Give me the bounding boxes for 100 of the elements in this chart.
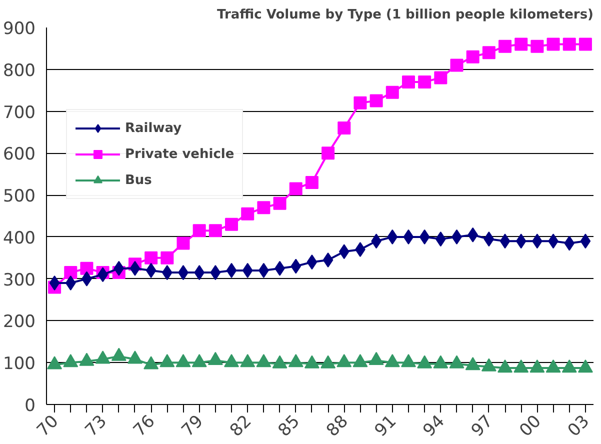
y-tick-label: 900 bbox=[3, 19, 36, 39]
point bbox=[144, 356, 159, 370]
point bbox=[336, 354, 352, 368]
y-tick-label: 800 bbox=[3, 60, 36, 81]
point bbox=[530, 40, 544, 53]
point bbox=[403, 229, 414, 244]
point bbox=[208, 224, 222, 238]
point bbox=[192, 354, 207, 368]
point bbox=[111, 348, 126, 361]
point bbox=[63, 354, 78, 368]
x-tick-label: 76 bbox=[130, 411, 160, 441]
point bbox=[130, 260, 140, 276]
point bbox=[257, 201, 270, 214]
point bbox=[435, 232, 446, 247]
point bbox=[417, 355, 432, 368]
point bbox=[210, 265, 221, 280]
point bbox=[320, 355, 336, 368]
point bbox=[256, 354, 272, 368]
point bbox=[322, 252, 334, 268]
point bbox=[564, 236, 575, 251]
point bbox=[127, 350, 142, 364]
legend-label: Private vehicle bbox=[125, 146, 234, 162]
x-tick-label: 79 bbox=[178, 411, 208, 441]
point bbox=[482, 46, 496, 60]
y-tick-label: 600 bbox=[3, 144, 36, 165]
point bbox=[465, 356, 480, 370]
point bbox=[578, 359, 593, 373]
point bbox=[162, 265, 172, 280]
point bbox=[418, 75, 432, 88]
point bbox=[386, 86, 399, 99]
x-tick-label: 82 bbox=[226, 411, 256, 441]
point bbox=[288, 354, 304, 368]
chart-title: Traffic Volume by Type (1 billion people kilometers) bbox=[217, 8, 594, 22]
point bbox=[160, 251, 174, 264]
y-tick-label: 400 bbox=[3, 228, 36, 248]
point bbox=[242, 262, 253, 278]
legend-label: Railway bbox=[125, 120, 182, 136]
point bbox=[176, 236, 190, 250]
point bbox=[241, 207, 254, 220]
point bbox=[225, 218, 238, 231]
point bbox=[466, 50, 480, 64]
x-tick-label: 97 bbox=[468, 411, 498, 441]
point bbox=[434, 71, 448, 84]
y-tick-label: 100 bbox=[3, 354, 36, 374]
point bbox=[450, 58, 464, 72]
x-tick-label: 00 bbox=[516, 411, 546, 441]
point bbox=[306, 254, 318, 270]
point bbox=[516, 234, 526, 249]
point bbox=[194, 265, 205, 280]
point bbox=[64, 266, 78, 280]
point bbox=[305, 176, 318, 189]
point bbox=[500, 234, 510, 249]
point bbox=[192, 224, 206, 238]
point bbox=[481, 358, 496, 372]
point bbox=[498, 40, 512, 53]
point bbox=[273, 196, 286, 210]
point bbox=[322, 146, 335, 160]
point bbox=[419, 229, 430, 244]
point bbox=[160, 354, 175, 368]
point bbox=[514, 359, 529, 373]
point bbox=[498, 359, 513, 373]
point bbox=[95, 350, 110, 364]
point bbox=[562, 359, 577, 373]
point bbox=[484, 232, 494, 247]
point bbox=[304, 355, 320, 368]
point bbox=[468, 227, 478, 242]
point bbox=[338, 122, 351, 135]
point bbox=[368, 352, 384, 366]
x-tick-label: 70 bbox=[33, 411, 63, 441]
point bbox=[289, 182, 302, 196]
point bbox=[114, 260, 124, 276]
point bbox=[144, 251, 158, 264]
point bbox=[580, 234, 591, 249]
x-tick-label: 88 bbox=[322, 411, 352, 441]
point bbox=[578, 38, 592, 51]
point bbox=[449, 355, 464, 368]
point bbox=[290, 258, 302, 274]
point bbox=[546, 359, 561, 373]
point bbox=[402, 75, 415, 88]
point bbox=[80, 262, 94, 275]
legend-label: Bus bbox=[125, 172, 152, 188]
point bbox=[208, 352, 223, 366]
point bbox=[387, 229, 398, 244]
y-tick-label: 200 bbox=[3, 312, 36, 332]
y-tick-label: 0 bbox=[24, 396, 36, 416]
point bbox=[49, 276, 60, 291]
point bbox=[65, 276, 76, 291]
point bbox=[433, 355, 448, 368]
x-tick-label: 91 bbox=[371, 411, 401, 441]
point bbox=[354, 96, 367, 110]
point bbox=[272, 355, 288, 368]
x-tick-label: 94 bbox=[419, 411, 449, 441]
y-tick-label: 500 bbox=[3, 186, 36, 207]
point bbox=[384, 354, 400, 368]
y-tick-label: 700 bbox=[3, 102, 36, 123]
point bbox=[400, 354, 416, 368]
point bbox=[176, 354, 191, 368]
point bbox=[546, 38, 560, 51]
x-tick-label: 03 bbox=[564, 411, 594, 441]
point bbox=[79, 352, 94, 366]
